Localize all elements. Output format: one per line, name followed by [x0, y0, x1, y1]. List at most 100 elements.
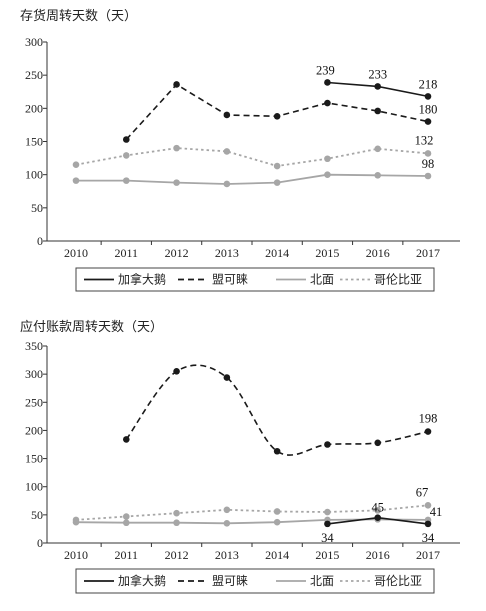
series-point-3: [324, 155, 331, 163]
series-line-3: [75, 147, 429, 167]
series-line-2: [76, 173, 429, 185]
series-point-3: [424, 501, 432, 509]
series-point-3: [173, 144, 180, 152]
y-tick-label: 200: [25, 423, 43, 437]
series-point-2: [122, 519, 130, 527]
series-point-2: [223, 180, 231, 188]
series-point-2: [72, 518, 80, 526]
inventory-turnover-chart: 存货周转天数（天） 0 50 100 150 200 250 300 2010 2011 2012 2…: [20, 8, 460, 292]
legend-label: 加拿大鹅: [118, 272, 166, 287]
y-tick-label: 50: [31, 201, 43, 215]
series-point-2: [223, 520, 231, 527]
data-label: 180: [419, 103, 438, 117]
y-tick-label: 350: [25, 339, 43, 353]
legend-label: 哥伦比亚: [374, 272, 422, 287]
x-tick-label: 2017: [416, 246, 440, 260]
series-point-3: [424, 150, 432, 157]
series-line-3: [75, 504, 429, 521]
y-tick-label: 50: [31, 508, 43, 522]
series-point-1: [273, 112, 281, 120]
x-tick-label: 2013: [215, 548, 239, 562]
y-tick-label: 250: [25, 395, 43, 409]
series-point-3: [122, 152, 130, 159]
data-label: 67: [416, 485, 429, 499]
series-point-1: [223, 374, 231, 381]
y-tick-label: 300: [25, 367, 43, 381]
series-point-2: [424, 172, 432, 180]
x-tick-label: 2011: [115, 548, 139, 562]
legend-label: 加拿大鹅: [118, 573, 166, 588]
y-tick-label: 100: [25, 480, 43, 494]
chart-title: 应付账款周转天数（天）: [20, 319, 163, 335]
series-point-3: [223, 148, 231, 155]
x-tick-label: 2015: [315, 548, 339, 562]
data-label: 218: [419, 77, 438, 91]
x-tick-label: 2016: [366, 246, 390, 260]
payables-turnover-chart: 应付账款周转天数（天） 0 50 100 150 200 250 300 350 2010 2011…: [20, 319, 460, 594]
x-tick-label: 2016: [366, 548, 390, 562]
legend-label: 盟可睐: [212, 574, 248, 588]
legend-label: 盟可睐: [212, 273, 248, 287]
series-point-1: [173, 368, 180, 375]
legend-label: 北面: [310, 574, 334, 588]
series-point-3: [173, 509, 180, 517]
series-point-2: [72, 177, 80, 184]
x-tick-label: 2015: [315, 246, 339, 260]
y-tick-label: 0: [37, 536, 43, 550]
x-tick-label: 2010: [64, 548, 88, 562]
series-point-1: [122, 136, 130, 143]
data-label: 34: [321, 531, 334, 545]
data-label: 98: [422, 157, 435, 171]
series-point-2: [122, 177, 130, 184]
series-point-3: [324, 508, 331, 516]
series-line-1: [125, 364, 429, 456]
data-label: 132: [415, 133, 434, 147]
y-tick-label: 250: [25, 68, 43, 82]
series-point-1: [424, 118, 432, 125]
data-label: 239: [316, 63, 335, 77]
y-tick-label: 100: [25, 168, 43, 182]
data-label: 34: [422, 531, 435, 545]
series-point-3: [374, 507, 382, 514]
series-point-2: [374, 172, 382, 179]
y-tick-label: 150: [25, 135, 43, 149]
series-point-1: [424, 428, 432, 435]
data-label: 198: [419, 412, 438, 426]
legend-label: 北面: [310, 273, 334, 287]
x-tick-label: 2013: [215, 246, 239, 260]
series-point-0: [374, 514, 382, 521]
y-tick-label: 0: [37, 234, 43, 248]
x-tick-label: 2012: [165, 548, 189, 562]
series-point-0: [324, 79, 331, 86]
x-tick-label: 2017: [416, 548, 440, 562]
y-tick-label: 300: [25, 35, 43, 49]
series-point-2: [173, 179, 180, 186]
series-point-1: [374, 439, 382, 447]
series-point-3: [223, 506, 231, 514]
data-label: 41: [430, 505, 443, 519]
y-tick-label: 200: [25, 101, 43, 115]
series-point-1: [374, 107, 382, 115]
legend-box: [75, 568, 435, 594]
series-point-0: [324, 520, 331, 528]
data-label: 45: [371, 501, 384, 515]
series-point-1: [122, 436, 130, 443]
data-label: 233: [368, 67, 387, 81]
series-point-1: [223, 111, 231, 119]
series-point-0: [374, 83, 382, 90]
series-point-0: [424, 520, 432, 528]
series-point-2: [273, 518, 281, 526]
series-point-1: [324, 441, 331, 448]
x-tick-label: 2012: [165, 246, 189, 260]
series-point-3: [122, 513, 130, 520]
x-tick-label: 2011: [115, 246, 139, 260]
series-point-3: [374, 145, 382, 153]
chart-title: 存货周转天数（天）: [20, 8, 137, 24]
legend-box: [75, 267, 435, 292]
series-point-1: [273, 447, 281, 455]
series-point-1: [324, 99, 331, 107]
series-point-2: [273, 179, 281, 186]
series-point-2: [173, 519, 180, 527]
y-tick-label: 150: [25, 452, 43, 466]
series-point-1: [173, 81, 180, 88]
